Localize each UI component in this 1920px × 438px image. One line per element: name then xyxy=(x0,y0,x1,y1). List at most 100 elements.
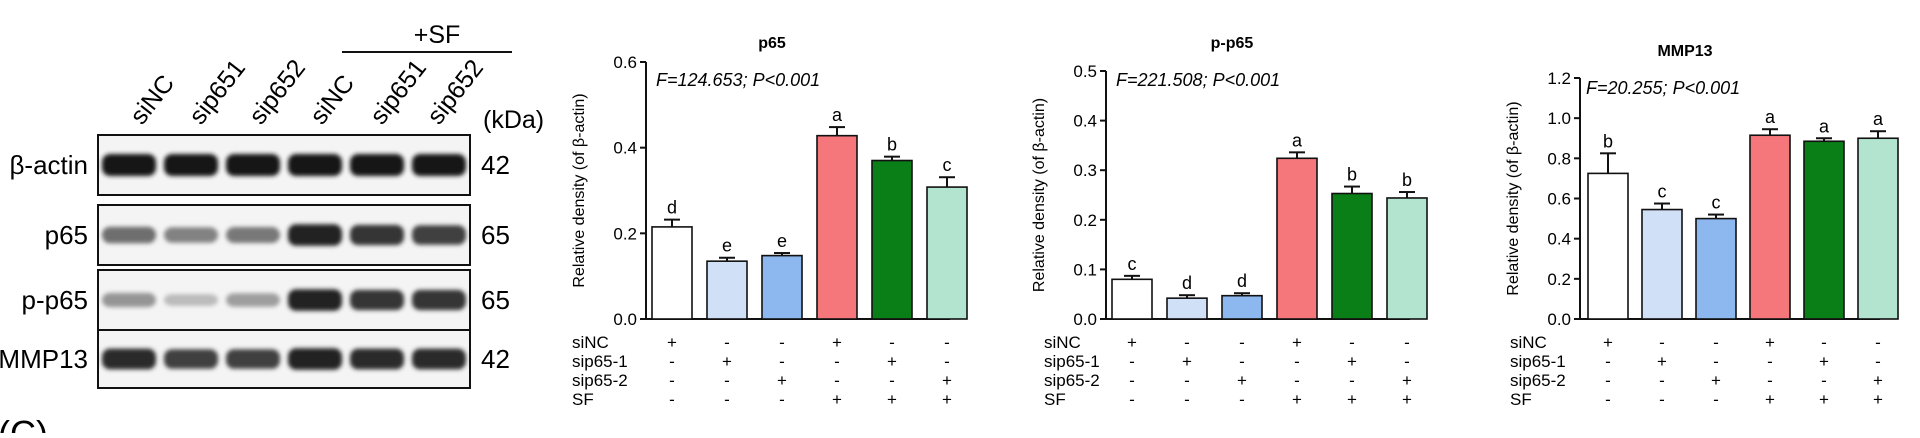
treatment-sign: - xyxy=(1349,333,1355,352)
treatment-sign: - xyxy=(1184,390,1190,409)
treatment-sign: + xyxy=(1402,371,1412,390)
chart-p65: p65 F=124.653; P<0.001 Relative density … xyxy=(560,0,1020,433)
y-axis-label-group: Relative density (of β-actin) xyxy=(571,93,588,287)
protein-band xyxy=(412,348,466,370)
lane-label: sip651 xyxy=(184,54,251,129)
bar xyxy=(1695,217,1737,320)
treatment-sign: + xyxy=(777,371,787,390)
treatment-row-label: sip65-2 xyxy=(1510,371,1566,390)
treatment-sign: - xyxy=(1659,333,1665,352)
treatment-sign: - xyxy=(1605,390,1611,409)
treatment-row-label: siNC xyxy=(572,333,609,352)
treatment-sign: - xyxy=(1875,333,1881,352)
significance-letter: b xyxy=(1402,170,1412,190)
y-axis-label: Relative density (of β-actin) xyxy=(1505,101,1522,295)
bar xyxy=(1587,172,1629,320)
bar xyxy=(1331,192,1373,320)
treatment-sign: - xyxy=(1605,352,1611,371)
treatment-sign: + xyxy=(1819,352,1829,371)
treatment-sign: + xyxy=(942,390,952,409)
treatment-sign: - xyxy=(834,352,840,371)
significance-letter: c xyxy=(1712,193,1721,213)
treatment-sign: - xyxy=(669,352,675,371)
chart-p-p65: p-p65 F=221.508; P<0.001 Relative densit… xyxy=(1020,0,1470,433)
protein-band xyxy=(412,154,466,176)
treatment-sign: - xyxy=(944,333,950,352)
significance-letter: c xyxy=(1128,254,1137,274)
significance-letter: b xyxy=(887,135,897,155)
protein-band xyxy=(288,154,342,176)
protein-name-label: β-actin xyxy=(9,150,88,180)
chart-title: p-p65 xyxy=(1211,35,1254,52)
significance-letter: a xyxy=(832,105,843,125)
treatment-sign: + xyxy=(1347,390,1357,409)
bar xyxy=(1221,294,1263,320)
treatment-sign: - xyxy=(1184,371,1190,390)
y-tick-label: 0.4 xyxy=(613,139,637,158)
treatment-sign: - xyxy=(1404,333,1410,352)
bar xyxy=(871,159,913,320)
protein-band xyxy=(164,294,218,306)
lane-label: siNC xyxy=(125,70,180,130)
protein-band xyxy=(226,349,280,369)
treatment-sign: - xyxy=(1404,352,1410,371)
treatment-row-label: siNC xyxy=(1510,333,1547,352)
chart-mmp13: MMP13 F=20.255; P<0.001 Relative density… xyxy=(1470,0,1920,433)
treatment-sign: - xyxy=(1767,371,1773,390)
treatment-sign: - xyxy=(1294,371,1300,390)
protein-band xyxy=(350,154,404,176)
treatment-sign: - xyxy=(1349,371,1355,390)
y-tick-label: 0.4 xyxy=(1547,230,1571,249)
y-tick-label: 1.0 xyxy=(1547,109,1571,128)
bar xyxy=(1166,297,1208,320)
bar xyxy=(1641,208,1683,320)
significance-letter: a xyxy=(1765,107,1776,127)
lane-label: sip652 xyxy=(422,54,489,129)
lane-label: sip652 xyxy=(244,54,311,129)
significance-letter: b xyxy=(1347,165,1357,185)
chart-stat-annotation: F=221.508; P<0.001 xyxy=(1116,70,1280,90)
treatment-sign: - xyxy=(779,333,785,352)
treatment-row-label: sip65-2 xyxy=(1044,371,1100,390)
protein-band xyxy=(350,289,404,311)
treatment-sign: + xyxy=(1765,333,1775,352)
treatment-sign: + xyxy=(1657,352,1667,371)
blot-strip xyxy=(97,134,471,196)
treatment-sign: + xyxy=(1765,390,1775,409)
significance-letter: c xyxy=(943,155,952,175)
treatment-sign: - xyxy=(1239,352,1245,371)
bar xyxy=(1857,137,1899,320)
treatment-sign: - xyxy=(1129,352,1135,371)
protein-band xyxy=(288,224,342,246)
protein-band xyxy=(102,226,156,244)
protein-band xyxy=(164,227,218,243)
treatment-sign: + xyxy=(1182,352,1192,371)
treatment-sign: - xyxy=(834,371,840,390)
significance-letter: a xyxy=(1873,109,1884,129)
significance-letter: a xyxy=(1819,116,1830,136)
panel-corner-label: (C) xyxy=(0,413,48,433)
protein-band xyxy=(102,154,156,176)
bar xyxy=(926,186,968,320)
treatment-sign: + xyxy=(722,352,732,371)
treatment-sign: + xyxy=(942,371,952,390)
treatment-sign: - xyxy=(724,390,730,409)
y-tick-label: 0.8 xyxy=(1547,149,1571,168)
protein-name-label: p65 xyxy=(45,220,88,250)
molecular-weight-label: 65 xyxy=(481,285,510,315)
treatment-sign: - xyxy=(1767,352,1773,371)
y-tick-label: 0.6 xyxy=(1547,190,1571,209)
protein-name-label: p-p65 xyxy=(22,285,89,315)
protein-band xyxy=(226,293,280,307)
y-axis-label-group: Relative density (of β-actin) xyxy=(1031,98,1048,292)
treatment-sign: - xyxy=(724,371,730,390)
treatment-row-label: SF xyxy=(1510,390,1532,409)
y-tick-label: 0.2 xyxy=(1547,270,1571,289)
treatment-sign: - xyxy=(779,390,785,409)
treatment-sign: - xyxy=(1184,333,1190,352)
treatment-row-label: sip65-2 xyxy=(572,371,628,390)
treatment-sign: + xyxy=(887,352,897,371)
treatment-row-label: SF xyxy=(572,390,594,409)
protein-band xyxy=(412,225,466,245)
treatment-row-label: sip65-1 xyxy=(1510,352,1566,371)
